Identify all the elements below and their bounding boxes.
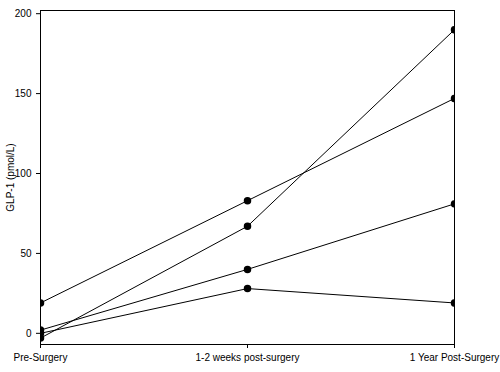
svg-text:GLP-1 (pmol/L): GLP-1 (pmol/L) [5,143,16,211]
svg-text:0: 0 [26,328,32,339]
svg-text:50: 50 [20,248,32,259]
svg-text:1 Year Post-Surgery: 1 Year Post-Surgery [410,352,500,363]
svg-text:Pre-Surgery: Pre-Surgery [14,352,68,363]
svg-text:100: 100 [15,168,32,179]
svg-text:150: 150 [15,88,32,99]
svg-text:1-2 weeks post-surgery: 1-2 weeks post-surgery [196,352,300,363]
svg-text:200: 200 [15,8,32,19]
